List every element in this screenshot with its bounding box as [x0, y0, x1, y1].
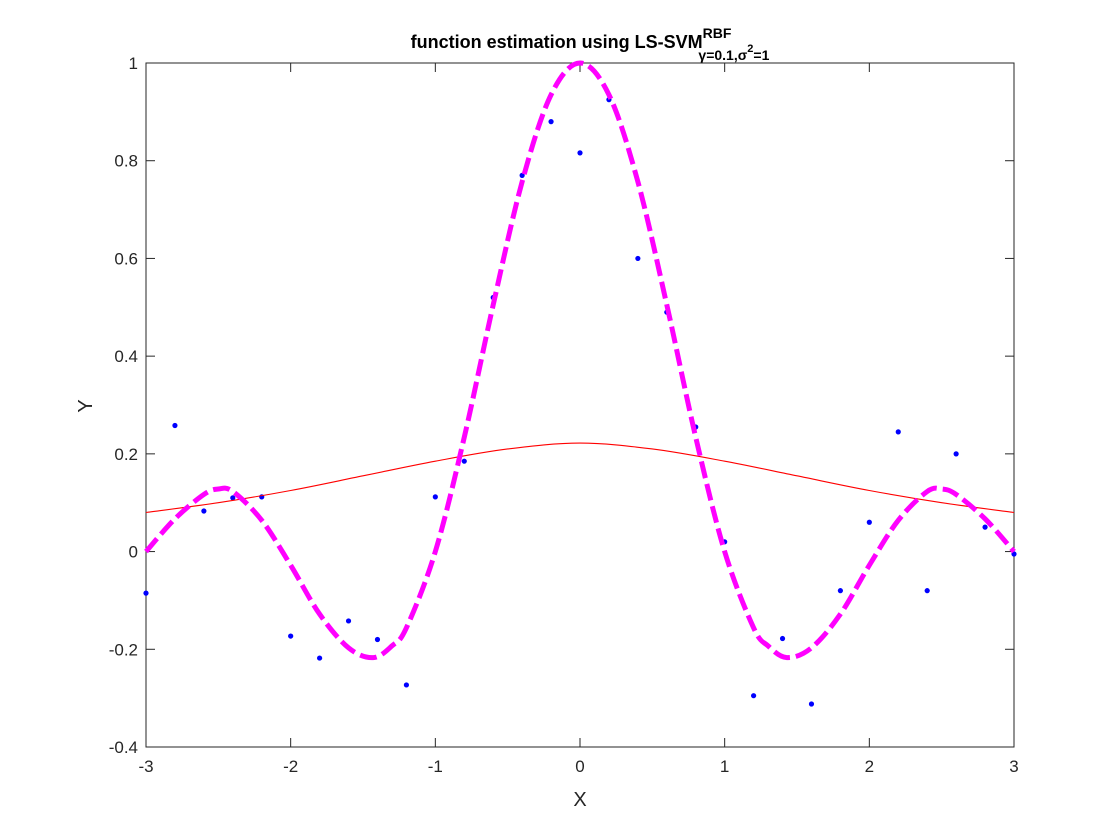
data-point: [345, 618, 352, 624]
data-point: [403, 682, 409, 688]
data-point: [548, 119, 554, 125]
plot-area: -3 -2 -1 0 1 2 3 -0.4 -0.2 0 0.2 0.4 0.6 0.8 1: [109, 54, 1019, 776]
data-point: [230, 495, 236, 501]
data-point: [837, 588, 844, 594]
data-point: [982, 524, 988, 530]
data-point: [924, 588, 930, 594]
x-tick-label: 3: [1009, 757, 1018, 776]
y-tick-label: 0.8: [114, 152, 138, 171]
data-point: [519, 172, 525, 178]
y-tick-label: -0.4: [109, 738, 138, 757]
y-tick-label: -0.2: [109, 640, 138, 659]
data-point: [866, 519, 872, 525]
axes-box: [145, 62, 1015, 748]
data-point: [201, 508, 207, 514]
title-subscript-gamma: γ: [698, 47, 706, 63]
title-subscript-sigma-value: =1: [753, 47, 769, 63]
y-tick-label: 0.4: [114, 347, 138, 366]
y-tick-label: 0: [129, 543, 138, 562]
chart-title: function estimation using LS-SVMRBF γ=0.1…: [411, 25, 770, 63]
data-point: [779, 635, 786, 642]
estimated-function-line: [145, 442, 1015, 514]
y-tick-label: 1: [129, 54, 138, 73]
x-tick-label: 1: [720, 757, 729, 776]
title-main: function estimation using LS-SVM: [411, 32, 703, 52]
true-function-line: [144, 60, 1016, 661]
data-point: [635, 255, 641, 262]
x-axis-label: X: [573, 789, 586, 811]
title-superscript: RBF: [703, 25, 732, 41]
x-tick-label: 0: [575, 757, 584, 776]
data-point: [317, 655, 323, 661]
data-point: [432, 494, 438, 500]
data-point: [751, 693, 757, 699]
y-tick-label: 0.2: [114, 445, 138, 464]
data-point: [895, 429, 901, 435]
data-point: [808, 701, 815, 707]
data-point: [288, 633, 294, 639]
title-subscript-gamma-value: =0.1,: [706, 47, 738, 63]
y-axis-label: Y: [75, 399, 97, 412]
data-point: [461, 458, 467, 464]
data-point: [172, 422, 178, 429]
x-tick-label: -2: [283, 757, 298, 776]
x-tick-label: -3: [138, 757, 153, 776]
title-subscript-sigma-exponent: 2: [747, 43, 753, 55]
x-tick-label: -1: [428, 757, 443, 776]
data-point: [143, 590, 149, 596]
x-tick-label: 2: [865, 757, 874, 776]
data-point: [953, 451, 959, 457]
data-point: [374, 636, 381, 643]
y-tick-label: 0.6: [114, 249, 138, 268]
title-subscript-sigma: σ: [738, 47, 748, 63]
data-point: [577, 150, 583, 156]
